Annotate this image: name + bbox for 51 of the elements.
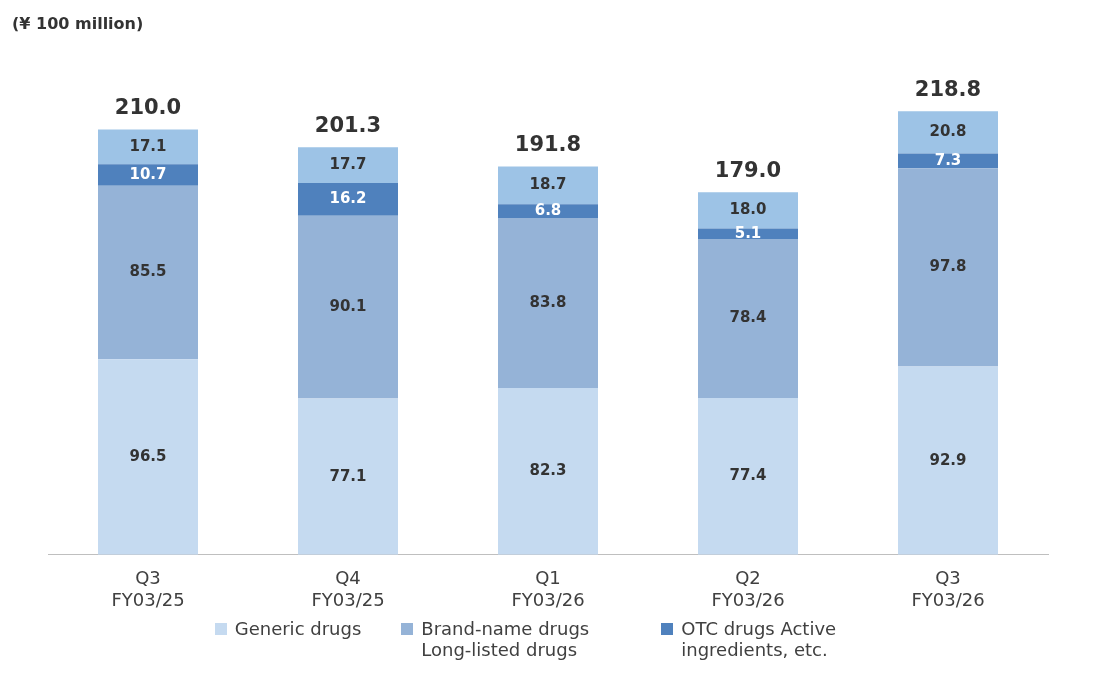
bar (498, 166, 598, 205)
bar (898, 168, 998, 367)
y-axis-title: (¥ 100 million) (12, 14, 144, 33)
bar (98, 185, 198, 360)
data-label: 83.8 (529, 292, 567, 311)
data-label: 7.3 (934, 150, 962, 169)
x-tick-label: Q1 FY03/26 (511, 567, 585, 610)
bar (98, 359, 198, 555)
bar (498, 387, 598, 555)
data-label: 18.7 (529, 175, 567, 194)
bar (298, 147, 398, 184)
bar (298, 215, 398, 399)
x-tick-label: Q3 FY03/26 (911, 567, 985, 610)
total-label: 210.0 (114, 95, 182, 120)
data-label: 90.1 (329, 297, 367, 316)
data-label: 17.7 (329, 154, 367, 173)
bar (898, 111, 998, 154)
data-label: 77.1 (329, 466, 367, 485)
bar (98, 164, 198, 186)
total-label: 201.3 (314, 113, 382, 138)
data-label: 97.8 (929, 257, 967, 276)
data-label: 5.1 (734, 223, 762, 242)
data-label: 78.4 (729, 308, 767, 327)
data-label: 82.3 (529, 461, 567, 480)
data-label: 10.7 (129, 164, 167, 183)
bar (898, 153, 998, 169)
bar (498, 218, 598, 388)
bar (698, 238, 798, 398)
total-label: 179.0 (714, 158, 782, 183)
data-label: 20.8 (929, 122, 967, 141)
data-label: 16.2 (329, 189, 367, 208)
data-label: 18.0 (729, 200, 767, 219)
bar (898, 366, 998, 555)
data-label: 17.1 (129, 136, 167, 155)
total-label: 191.8 (514, 132, 582, 157)
total-label: 218.8 (914, 77, 982, 102)
x-tick-label: Q2 FY03/26 (711, 567, 785, 610)
legend-label: OTC drugs Active ingredients, etc. (681, 618, 838, 660)
bar (298, 398, 398, 555)
bar (98, 129, 198, 165)
x-tick-label: Q4 FY03/25 (311, 567, 385, 610)
data-label: 77.4 (729, 466, 767, 485)
bar (298, 183, 398, 216)
legend-label: Generic drugs (234, 618, 362, 639)
bar (698, 397, 798, 555)
x-tick-label: Q3 FY03/25 (111, 567, 185, 610)
data-label: 85.5 (129, 262, 167, 281)
legend-label: Brand-name drugs Long-listed drugs (421, 618, 591, 660)
data-label: 96.5 (129, 446, 167, 465)
data-label: 6.8 (534, 201, 562, 220)
data-label: 92.9 (929, 450, 967, 469)
